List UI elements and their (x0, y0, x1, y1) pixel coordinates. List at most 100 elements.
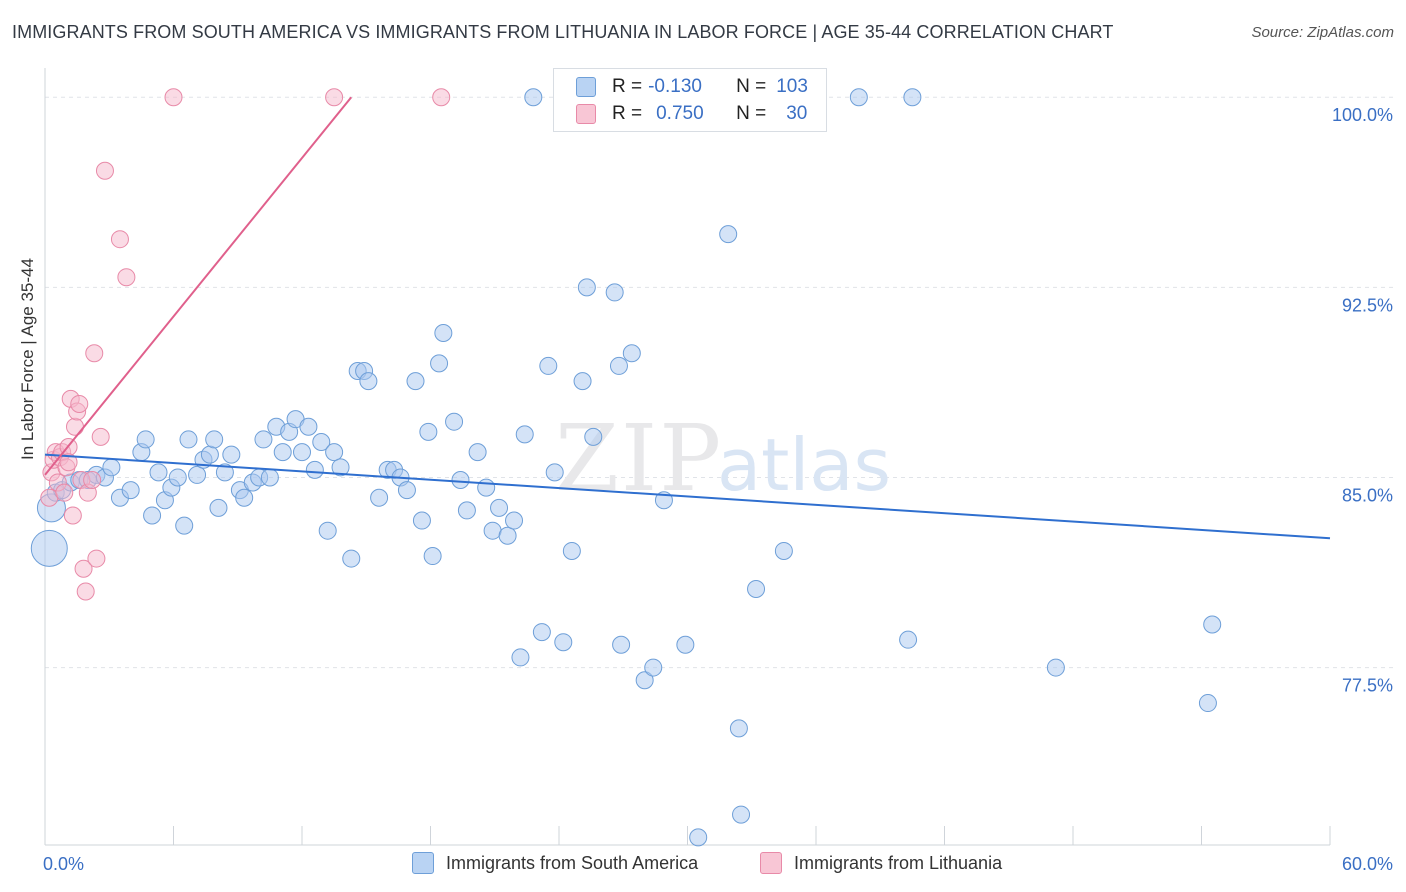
data-point (1203, 615, 1222, 634)
data-point (430, 354, 449, 373)
data-point (215, 463, 234, 482)
data-point (423, 547, 442, 566)
data-point (70, 394, 89, 413)
legend-r-label: R = (612, 76, 643, 97)
data-point (432, 88, 451, 107)
legend-item-lithuania: Immigrants from Lithuania (760, 852, 1002, 874)
data-point (87, 549, 106, 568)
chart-title: IMMIGRANTS FROM SOUTH AMERICA VS IMMIGRA… (12, 22, 1114, 42)
data-point (260, 468, 279, 487)
series-legend: Immigrants from South America Immigrants… (0, 852, 1406, 876)
data-point (273, 443, 292, 462)
data-point (434, 323, 453, 342)
data-point (59, 453, 78, 472)
data-point (95, 161, 114, 180)
legend-swatch-blue (576, 77, 596, 97)
data-point (573, 372, 592, 391)
data-point (318, 521, 337, 540)
trend-line (44, 453, 1331, 540)
data-point (774, 541, 793, 560)
data-point (102, 458, 121, 477)
data-point (515, 425, 534, 444)
data-point (164, 88, 183, 107)
data-point (175, 516, 194, 535)
x-tick-label: 0.0% (43, 854, 84, 874)
data-point (635, 671, 654, 690)
data-point (235, 488, 254, 507)
data-point (254, 430, 273, 449)
legend-row-lithuania: R = 0.750 N = 30 (576, 102, 807, 126)
data-point (1046, 658, 1065, 677)
legend-swatch-blue (412, 852, 434, 874)
y-tick-label: 92.5% (1342, 295, 1393, 315)
data-point (1198, 694, 1217, 713)
data-point (83, 470, 102, 489)
data-point (849, 88, 868, 107)
legend-swatch-pink (576, 104, 596, 124)
watermark-atlas: atlas (717, 423, 891, 507)
grid-lines (45, 96, 1395, 669)
stats-legend: R = -0.130 N = 103 R = 0.750 N = 30 (553, 68, 827, 132)
data-point (110, 230, 129, 249)
data-point (40, 488, 59, 507)
data-point (622, 344, 641, 363)
data-point (325, 443, 344, 462)
legend-label: Immigrants from Lithuania (794, 852, 1003, 873)
y-tick-label: 100.0% (1332, 105, 1393, 125)
legend-item-south-america: Immigrants from South America (412, 852, 698, 874)
y-axis-label: In Labor Force | Age 35-44 (18, 258, 37, 460)
trend-line (44, 96, 353, 476)
data-point (505, 511, 524, 530)
data-point (445, 412, 464, 431)
data-point (457, 501, 476, 520)
data-point (168, 468, 187, 487)
y-tick-label: 77.5% (1342, 676, 1393, 696)
legend-label: Immigrants from South America (446, 852, 699, 873)
data-point (729, 719, 748, 738)
data-point (612, 635, 631, 654)
tick-labels: 77.5% 85.0% 92.5% 100.0% 0.0% 60.0% (43, 105, 1393, 874)
data-point (524, 88, 543, 107)
data-point (222, 445, 241, 464)
data-point (903, 88, 922, 107)
data-point (312, 432, 331, 451)
legend-n-value: 30 (786, 103, 808, 124)
data-point (747, 579, 766, 598)
data-point (545, 463, 564, 482)
series-south-america-points (30, 88, 1222, 847)
data-point (511, 648, 530, 667)
watermark-zip: ZIP (555, 405, 723, 512)
series-lithuania-points (40, 88, 451, 601)
data-point (498, 526, 517, 545)
data-point (65, 417, 84, 436)
data-point (577, 278, 596, 297)
axes (44, 68, 1331, 846)
data-point (732, 805, 751, 824)
source-label: Source: ZipAtlas.com (1251, 24, 1394, 41)
data-point (121, 481, 140, 500)
data-point (899, 630, 918, 649)
data-point (719, 225, 738, 244)
legend-row-south-america: R = -0.130 N = 103 (576, 75, 808, 99)
legend-n-label: N = (736, 103, 767, 124)
data-point (412, 511, 431, 530)
data-point (305, 460, 324, 479)
y-tick-label: 85.0% (1342, 485, 1393, 505)
data-point (63, 506, 82, 525)
legend-r-value: 0.750 (656, 103, 704, 124)
watermark: ZIP atlas (555, 405, 891, 512)
data-point (451, 470, 470, 489)
data-point (136, 430, 155, 449)
data-point (689, 828, 708, 847)
data-point (562, 541, 581, 560)
data-point (397, 481, 416, 500)
data-point (584, 427, 603, 446)
trend-lines (44, 96, 1331, 540)
data-point (149, 463, 168, 482)
data-point (293, 443, 311, 462)
data-point (209, 498, 228, 517)
legend-r-label: R = (612, 103, 643, 124)
data-point (179, 430, 198, 449)
data-point (205, 430, 224, 449)
